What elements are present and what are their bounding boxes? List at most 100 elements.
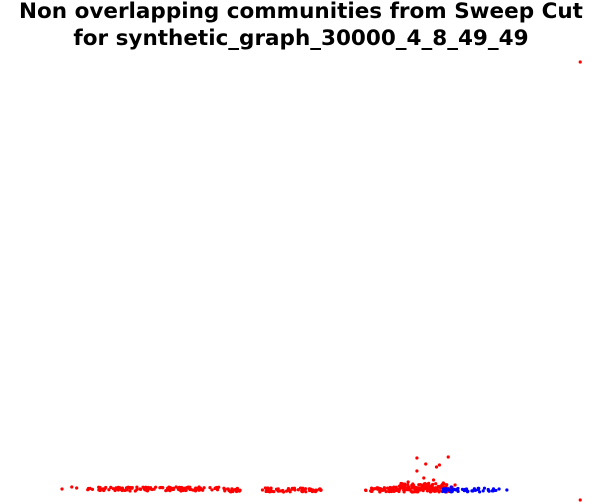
- community-red-point: [313, 490, 318, 494]
- community-red-point: [184, 488, 188, 492]
- community-red-point: [446, 455, 450, 459]
- community-blue-point: [443, 488, 447, 492]
- community-red-point: [381, 487, 386, 491]
- community-blue-point: [473, 488, 478, 492]
- community-red-point: [375, 487, 379, 491]
- community-red-point: [269, 486, 273, 490]
- community-red-point: [287, 488, 291, 492]
- community-red-point: [437, 463, 442, 467]
- community-blue-point: [505, 488, 509, 492]
- community-red-point: [146, 487, 150, 491]
- community-blue-point: [450, 490, 454, 494]
- community-red-point: [232, 488, 236, 492]
- community-red-point: [98, 488, 102, 493]
- community-red-point: [98, 485, 102, 490]
- community-red-point: [167, 485, 171, 489]
- community-blue-point: [452, 487, 456, 491]
- community-red-point: [434, 482, 438, 486]
- community-red-point: [260, 488, 265, 492]
- community-red-point: [309, 487, 313, 491]
- community-red-point: [133, 489, 137, 493]
- community-blue-point: [497, 487, 501, 491]
- community-blue-point: [462, 489, 466, 493]
- community-red-point: [433, 487, 437, 491]
- community-red-point: [198, 488, 202, 492]
- community-red-point: [272, 490, 276, 494]
- community-red-point: [223, 489, 227, 493]
- community-red-point: [415, 456, 419, 460]
- community-red-point: [434, 465, 439, 469]
- community-red-point: [169, 486, 173, 491]
- community-red-point: [125, 486, 129, 490]
- community-blue-point: [455, 488, 459, 492]
- community-red-point: [387, 487, 391, 491]
- community-red-point: [413, 488, 417, 492]
- community-blue-point: [440, 489, 445, 494]
- chart-title-line-2: for synthetic_graph_30000_4_8_49_49: [73, 26, 529, 51]
- community-red-point: [135, 485, 139, 489]
- community-red-point: [406, 480, 410, 484]
- community-red-point: [402, 488, 406, 492]
- community-red-point: [441, 481, 445, 485]
- community-red-point: [263, 486, 267, 490]
- community-red-point: [384, 489, 388, 494]
- community-red-point: [415, 469, 419, 473]
- community-red-point: [143, 487, 147, 492]
- community-red-point: [431, 478, 436, 482]
- community-red-point: [296, 488, 300, 492]
- community-red-point: [60, 487, 64, 491]
- community-red-point: [301, 488, 305, 492]
- community-red-point: [319, 488, 323, 492]
- community-red-point: [103, 487, 107, 491]
- community-red-point: [408, 487, 412, 491]
- community-red-point: [292, 486, 297, 490]
- community-red-point: [238, 488, 242, 492]
- community-red-point: [116, 485, 120, 489]
- community-red-point: [437, 489, 441, 494]
- community-red-point: [222, 486, 226, 490]
- community-red-point: [226, 487, 230, 491]
- community-red-point: [130, 485, 134, 490]
- community-red-point: [210, 488, 214, 492]
- community-red-point: [284, 489, 289, 493]
- community-red-point: [445, 483, 449, 487]
- community-red-point: [578, 498, 582, 502]
- community-red-point: [422, 482, 426, 486]
- community-blue-point: [449, 485, 453, 489]
- community-red-point: [303, 487, 308, 491]
- community-red-point: [276, 487, 280, 491]
- community-red-point: [179, 485, 183, 490]
- community-red-point: [298, 486, 303, 490]
- chart-title-line-1: Non overlapping communities from Sweep C…: [19, 0, 583, 24]
- community-red-point: [109, 485, 113, 490]
- community-red-point: [430, 483, 434, 487]
- community-blue-point: [486, 487, 490, 492]
- community-red-point: [264, 489, 268, 493]
- community-red-point: [578, 60, 582, 64]
- community-red-point: [113, 488, 117, 493]
- scatter-points: [60, 60, 582, 502]
- community-red-point: [188, 485, 192, 489]
- community-blue-point: [481, 489, 485, 493]
- community-red-point: [420, 486, 425, 490]
- community-blue-point: [478, 490, 482, 494]
- community-red-point: [412, 483, 416, 488]
- community-red-point: [217, 485, 221, 489]
- community-red-point: [120, 486, 124, 490]
- community-red-point: [70, 485, 74, 489]
- community-red-point: [398, 487, 402, 491]
- community-red-point: [269, 489, 273, 493]
- community-red-point: [281, 488, 285, 493]
- community-red-point: [403, 482, 407, 486]
- community-blue-point: [476, 487, 481, 491]
- community-red-point: [75, 486, 79, 490]
- community-blue-point: [482, 486, 487, 490]
- community-red-point: [406, 485, 410, 489]
- community-red-point: [406, 483, 410, 487]
- community-red-point: [139, 487, 143, 491]
- chart-title: Non overlapping communities from Sweep C…: [0, 0, 602, 52]
- community-red-point: [141, 485, 145, 489]
- community-red-point: [304, 490, 308, 494]
- community-red-point: [378, 489, 382, 493]
